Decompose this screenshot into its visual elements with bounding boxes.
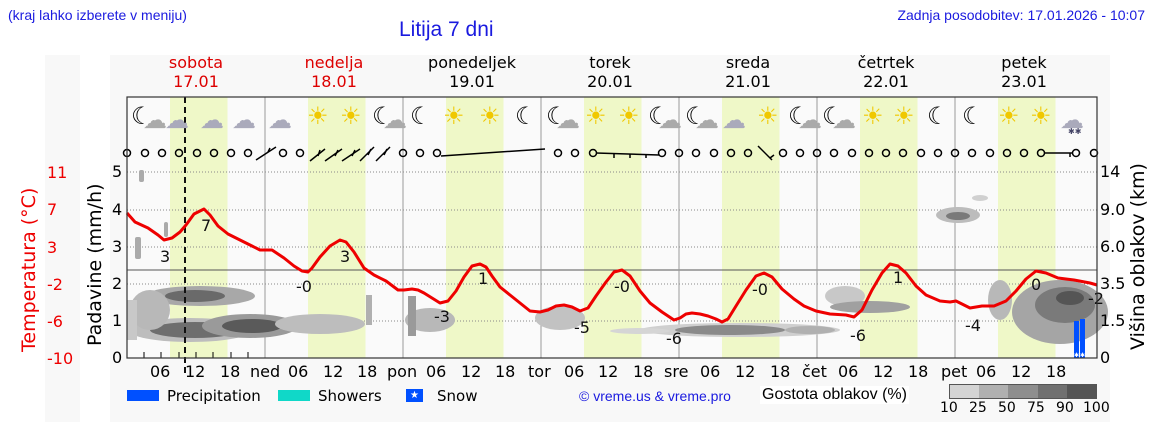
svg-text:-0: -0 [614, 277, 630, 296]
svg-text:☀: ☀ [862, 102, 884, 130]
svg-text:☁: ☁ [165, 106, 189, 134]
svg-text:☁: ☁ [658, 106, 682, 134]
day-header-wed: sreda 21.01 [725, 53, 771, 91]
cloud-density-label: Gostota oblakov (%) [760, 386, 909, 404]
day-header-sun: nedelja 18.01 [304, 53, 364, 91]
svg-text:-0: -0 [752, 280, 768, 299]
legend-precipitation: Precipitation [167, 387, 261, 405]
svg-text:☁: ☁ [200, 106, 224, 134]
svg-text:☾: ☾ [648, 102, 670, 130]
svg-text:-6: -6 [666, 329, 682, 348]
weather-icons: ☾☁ ☁ ☁ ☁ ☁ ☀ ☀ ☾☁ ☾ ☀ ☀ ☾ ☾☁ ☀ ☀ ☾☁ ☾☁ ☁… [131, 102, 1084, 136]
temperature-line [125, 207, 1098, 324]
showers-swatch [278, 390, 310, 401]
temperature-axis-label: Temperatura (°C) [18, 187, 40, 352]
svg-text:☀: ☀ [757, 102, 779, 130]
svg-text:☁: ☁ [722, 106, 746, 134]
svg-text:☾: ☾ [788, 102, 810, 130]
svg-text:☀: ☀ [479, 102, 501, 130]
day-header-fri: petek 23.01 [1001, 53, 1047, 91]
day-header-mon: ponedeljek 19.01 [428, 53, 516, 91]
last-update: Zadnja posodobitev: 17.01.2026 - 10:07 [897, 7, 1145, 23]
svg-text:☀: ☀ [893, 102, 915, 130]
svg-text:☀: ☀ [998, 102, 1020, 130]
svg-text:☀: ☀ [585, 102, 607, 130]
svg-text:☁: ☁ [232, 106, 256, 134]
svg-text:✱: ✱ [1074, 352, 1079, 359]
svg-text:☁: ☁ [556, 106, 580, 134]
svg-text:1: 1 [478, 269, 488, 288]
svg-text:☀: ☀ [307, 102, 329, 130]
temperature-axis-panel [45, 55, 80, 422]
svg-text:3: 3 [340, 247, 350, 266]
svg-text:☀: ☀ [618, 102, 640, 130]
precipitation-bars: ✱ ✱ [1074, 319, 1085, 359]
svg-text:☁: ☁ [268, 106, 292, 134]
legend-showers: Showers [318, 387, 382, 405]
x-ticks [143, 352, 249, 358]
svg-text:☁: ☁ [143, 106, 167, 134]
credit-link[interactable]: © vreme.us & vreme.pro [579, 388, 731, 404]
svg-text:✱✱: ✱✱ [1068, 127, 1082, 136]
svg-text:7: 7 [201, 216, 211, 235]
svg-text:1: 1 [893, 268, 903, 287]
legend-snow: Snow [437, 387, 478, 405]
snow-icon: ★ [406, 389, 423, 402]
day-header-tue: torek 20.01 [587, 53, 633, 91]
precipitation-swatch [127, 390, 159, 401]
location-hint: (kraj lahko izberete v meniju) [8, 7, 187, 23]
svg-text:-5: -5 [574, 318, 590, 337]
svg-text:-4: -4 [965, 316, 981, 335]
svg-text:☀: ☀ [1030, 102, 1052, 130]
svg-text:✱: ✱ [1080, 352, 1085, 359]
svg-text:☾: ☾ [372, 102, 394, 130]
day-header-thu: četrtek 22.01 [857, 53, 915, 91]
svg-text:☁: ☁ [832, 106, 856, 134]
cloud-height-axis-label: Višina oblakov (km) [1127, 163, 1149, 350]
svg-text:☁: ☁ [695, 106, 719, 134]
svg-text:☾: ☾ [546, 102, 568, 130]
svg-text:☾: ☾ [927, 102, 949, 130]
svg-text:-2: -2 [1088, 289, 1104, 308]
svg-text:☁: ☁ [798, 106, 822, 134]
svg-text:☾: ☾ [410, 102, 432, 130]
cloud-density-scale [949, 384, 1097, 399]
svg-text:☾: ☾ [962, 102, 984, 130]
day-header-sat: sobota 17.01 [168, 53, 224, 91]
svg-text:-6: -6 [850, 326, 866, 345]
svg-text:☀: ☀ [340, 102, 362, 130]
svg-text:☾: ☾ [515, 102, 537, 130]
svg-text:☾: ☾ [822, 102, 844, 130]
precip-axis-label: Padavine (mm/h) [84, 183, 106, 346]
temperature-annotations: 3 7 -0 3 -3 1 -5 -0 -6 -0 -6 1 -4 0 -2 [160, 216, 1104, 348]
svg-text:0: 0 [1031, 275, 1041, 294]
svg-text:-3: -3 [434, 307, 450, 326]
svg-text:☁: ☁ [1060, 106, 1084, 134]
svg-text:☾: ☾ [131, 102, 153, 130]
svg-text:☾: ☾ [685, 102, 707, 130]
svg-text:-0: -0 [296, 277, 312, 296]
wind-row [122, 145, 1099, 162]
svg-text:3: 3 [160, 247, 170, 266]
cloud-density [127, 195, 1108, 344]
cloud-density-ticks: 10 25 50 75 90 100 [940, 400, 1110, 416]
svg-text:☁: ☁ [383, 106, 407, 134]
page-title: Litija 7 dni [399, 18, 494, 41]
svg-text:☀: ☀ [443, 102, 465, 130]
